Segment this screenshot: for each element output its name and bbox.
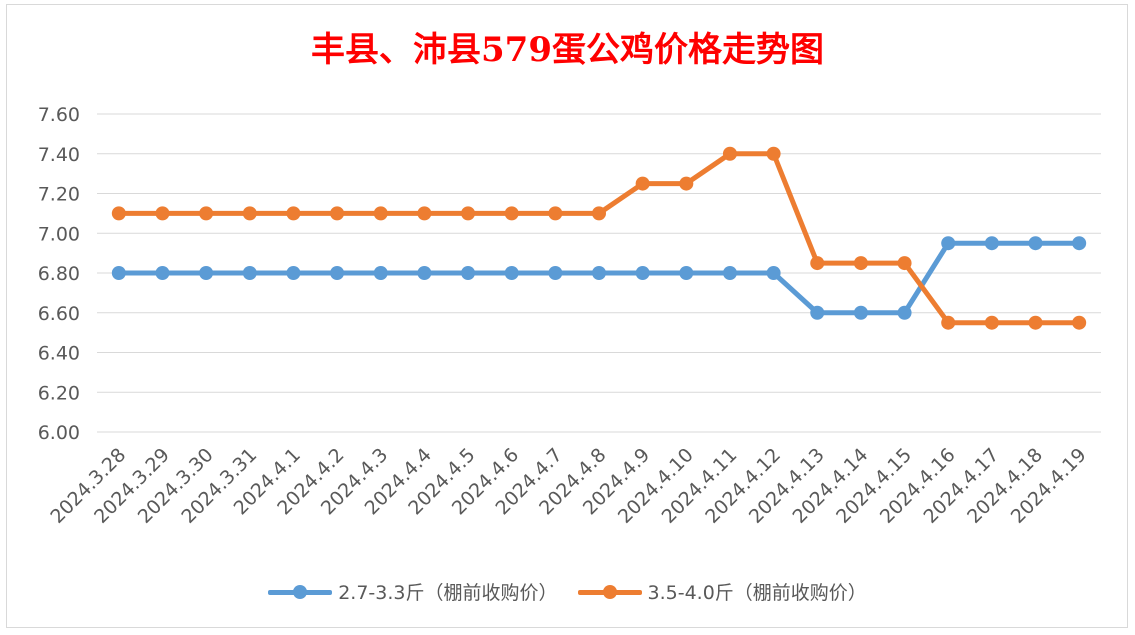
data-point[interactable] [1028,315,1043,330]
data-point[interactable] [242,206,257,221]
data-point[interactable] [504,206,519,221]
data-point[interactable] [810,256,825,271]
legend-swatch-series-1 [268,584,333,599]
y-tick-label: 7.00 [38,223,80,245]
chart-title: 丰县、沛县579蛋公鸡价格走势图 [311,30,824,70]
y-tick-label: 6.00 [38,422,80,444]
data-point[interactable] [897,256,912,271]
series-lines [116,151,1082,326]
y-tick-label: 6.20 [38,382,80,404]
data-point[interactable] [330,206,345,221]
data-point[interactable] [111,266,126,280]
data-point[interactable] [1072,236,1087,251]
data-point[interactable] [373,266,388,280]
gridlines [97,113,1101,433]
legend-item-series-1[interactable]: 2.7-3.3斤（棚前收购价） [268,578,558,605]
data-point[interactable] [853,305,868,320]
x-axis-ticks: 2024.3.282024.3.292024.3.302024.3.312024… [46,444,1090,528]
data-point[interactable] [1028,236,1043,251]
data-point[interactable] [766,266,781,280]
data-point[interactable] [286,266,301,280]
legend-label-series-1: 2.7-3.3斤（棚前收购价） [338,582,558,604]
data-point[interactable] [897,305,912,320]
data-point[interactable] [592,206,606,221]
data-point[interactable] [242,266,257,280]
y-tick-label: 6.40 [38,343,80,365]
data-point[interactable] [635,176,650,191]
data-point[interactable] [199,206,214,221]
y-axis-ticks: 6.00 6.20 6.40 6.60 6.80 7.00 7.20 7.40 7.60 [38,104,80,444]
legend-swatch-series-2 [577,584,642,599]
series-points [111,146,1087,330]
data-point[interactable] [330,266,345,280]
data-point[interactable] [853,256,868,271]
y-tick-label: 7.60 [38,104,80,126]
data-point[interactable] [548,206,563,221]
data-point[interactable] [679,176,694,191]
data-point[interactable] [373,206,388,221]
legend-label-series-2: 3.5-4.0斤（棚前收购价） [647,582,867,604]
data-point[interactable] [155,266,170,280]
data-point[interactable] [679,266,694,280]
data-point[interactable] [417,206,432,221]
y-tick-label: 7.20 [38,184,80,206]
data-point[interactable] [722,266,737,280]
data-point[interactable] [286,206,301,221]
data-point[interactable] [722,146,737,161]
data-point[interactable] [592,266,606,280]
legend: 2.7-3.3斤（棚前收购价） 3.5-4.0斤（棚前收购价） [0,578,1135,605]
y-tick-label: 6.60 [38,303,80,325]
data-point[interactable] [941,315,956,330]
data-point[interactable] [984,236,999,251]
data-point[interactable] [461,266,476,280]
data-point[interactable] [810,305,825,320]
data-point[interactable] [111,206,126,221]
data-point[interactable] [984,315,999,330]
data-point[interactable] [635,266,650,280]
data-point[interactable] [504,266,519,280]
legend-item-series-2[interactable]: 3.5-4.0斤（棚前收购价） [577,578,867,605]
data-point[interactable] [766,146,781,161]
data-point[interactable] [461,206,476,221]
data-point[interactable] [199,266,214,280]
series-line-2 [116,151,1082,326]
data-point[interactable] [941,236,956,251]
y-tick-label: 6.80 [38,263,80,285]
y-tick-label: 7.40 [38,144,80,166]
data-point[interactable] [1072,315,1087,330]
data-point[interactable] [548,266,563,280]
data-point[interactable] [417,266,432,280]
data-point[interactable] [155,206,170,221]
